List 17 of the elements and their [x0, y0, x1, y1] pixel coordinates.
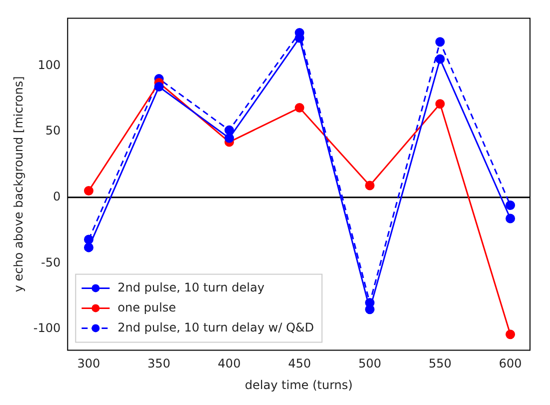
x-tick-label: 400 — [218, 356, 241, 371]
y-tick-label: -100 — [33, 321, 61, 336]
y-tick-label: -50 — [41, 255, 61, 270]
x-axis-title: delay time (turns) — [244, 378, 353, 392]
legend-label: 2nd pulse, 10 turn delay — [118, 280, 264, 294]
y-tick-label: 50 — [45, 124, 61, 138]
x-tick-label: 300 — [77, 356, 100, 371]
x-tick-label: 350 — [148, 356, 170, 371]
legend-label: one pulse — [118, 300, 176, 314]
y-axis-title: y echo above background [microns] — [11, 76, 26, 292]
x-tick-label: 600 — [498, 356, 522, 371]
y-tick-label: 100 — [38, 58, 61, 72]
legend-label: 2nd pulse, 10 turn delay w/ Q&D — [118, 320, 314, 334]
x-tick-label: 500 — [358, 356, 382, 371]
x-tick-label: 450 — [288, 356, 311, 371]
y-tick-label: 0 — [52, 190, 61, 204]
x-tick-label: 550 — [428, 356, 452, 371]
